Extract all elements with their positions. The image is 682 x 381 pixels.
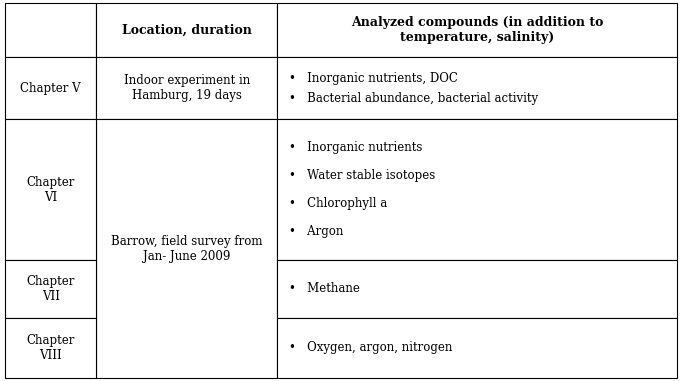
Text: •   Bacterial abundance, bacterial activity: • Bacterial abundance, bacterial activit… <box>289 92 539 105</box>
Text: •   Chlorophyll a: • Chlorophyll a <box>289 197 387 210</box>
Text: •   Argon: • Argon <box>289 225 344 238</box>
Text: •   Water stable isotopes: • Water stable isotopes <box>289 169 436 182</box>
Text: •   Inorganic nutrients: • Inorganic nutrients <box>289 141 423 154</box>
Bar <box>96 3 278 58</box>
Text: Analyzed compounds (in addition to
temperature, salinity): Analyzed compounds (in addition to tempe… <box>351 16 603 44</box>
Text: •   Inorganic nutrients, DOC: • Inorganic nutrients, DOC <box>289 72 458 85</box>
Text: Barrow, field survey from
Jan- June 2009: Barrow, field survey from Jan- June 2009 <box>111 235 263 263</box>
Bar <box>278 58 677 119</box>
Text: Chapter
VII: Chapter VII <box>27 275 75 303</box>
Bar <box>5 3 96 58</box>
Text: Indoor experiment in
Hamburg, 19 days: Indoor experiment in Hamburg, 19 days <box>123 74 250 102</box>
Text: Chapter
VIII: Chapter VIII <box>27 334 75 362</box>
Text: Chapter V: Chapter V <box>20 82 81 95</box>
Bar <box>5 119 96 260</box>
Bar <box>5 58 96 119</box>
Bar <box>96 119 278 378</box>
Bar <box>278 3 677 58</box>
Text: Chapter
VI: Chapter VI <box>27 176 75 203</box>
Bar <box>96 58 278 119</box>
Bar <box>5 260 96 318</box>
Text: •   Methane: • Methane <box>289 282 360 295</box>
Bar <box>5 318 96 378</box>
Text: •   Oxygen, argon, nitrogen: • Oxygen, argon, nitrogen <box>289 341 453 354</box>
Bar <box>278 318 677 378</box>
Bar <box>278 119 677 260</box>
Bar <box>278 260 677 318</box>
Text: Location, duration: Location, duration <box>121 24 252 37</box>
